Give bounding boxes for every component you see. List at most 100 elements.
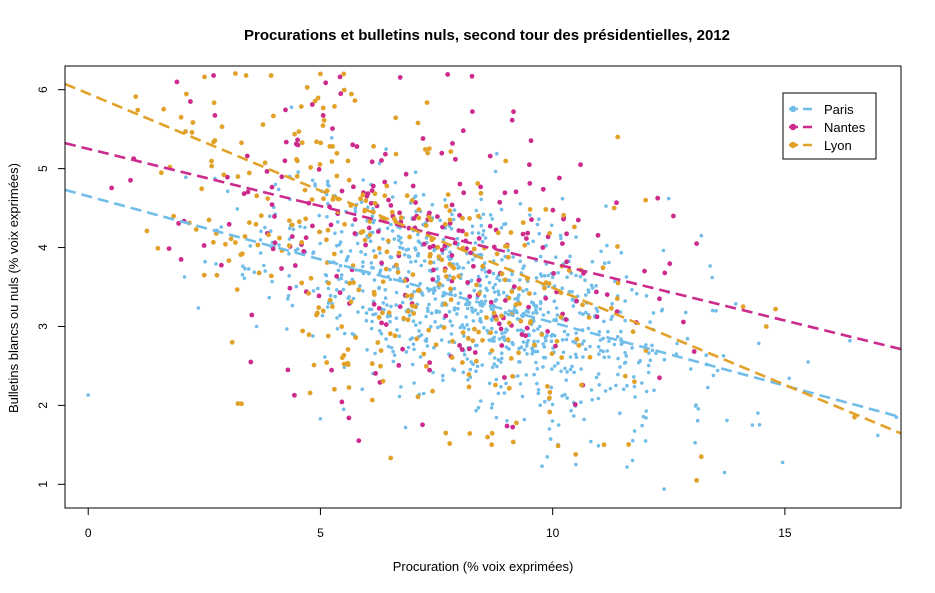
data-point-paris xyxy=(522,417,527,422)
data-point-paris xyxy=(584,310,588,315)
data-point-nantes xyxy=(563,317,569,322)
data-point-paris xyxy=(400,300,405,305)
data-point-lyon xyxy=(242,234,248,239)
data-point-nantes xyxy=(529,217,534,223)
data-point-nantes xyxy=(282,158,288,164)
data-point-paris xyxy=(248,244,253,248)
data-point-paris xyxy=(447,340,452,344)
data-point-lyon xyxy=(219,124,225,130)
data-point-paris xyxy=(631,438,635,443)
data-point-paris xyxy=(448,250,452,254)
data-point-paris xyxy=(263,225,267,230)
data-point-paris xyxy=(538,254,543,259)
data-point-paris xyxy=(780,460,785,465)
data-point-paris xyxy=(451,217,456,222)
data-point-lyon xyxy=(740,304,746,310)
data-point-paris xyxy=(409,260,413,264)
data-point-paris xyxy=(370,214,375,219)
data-point-nantes xyxy=(694,241,699,247)
data-point-lyon xyxy=(416,215,422,221)
data-point-lyon xyxy=(380,279,386,285)
data-point-paris xyxy=(597,383,602,387)
data-point-lyon xyxy=(304,85,310,90)
data-point-nantes xyxy=(397,304,403,310)
data-point-lyon xyxy=(626,442,631,447)
data-point-paris xyxy=(480,363,485,367)
data-point-paris xyxy=(568,254,572,259)
data-point-paris xyxy=(644,409,648,413)
data-point-lyon xyxy=(460,215,465,221)
data-point-nantes xyxy=(379,260,384,266)
data-point-paris xyxy=(525,344,529,348)
data-point-nantes xyxy=(550,207,556,213)
data-point-lyon xyxy=(317,229,322,235)
data-point-paris xyxy=(675,341,679,346)
data-point-lyon xyxy=(254,193,260,199)
data-point-paris xyxy=(494,415,499,420)
data-point-paris xyxy=(446,254,451,259)
data-point-nantes xyxy=(564,259,569,265)
data-point-paris xyxy=(536,388,541,392)
data-point-lyon xyxy=(464,232,469,237)
y-tick-label: 5 xyxy=(36,165,50,172)
data-point-paris xyxy=(597,352,601,356)
data-point-paris xyxy=(750,423,755,427)
data-point-paris xyxy=(385,226,390,231)
data-point-paris xyxy=(518,202,523,206)
data-point-paris xyxy=(393,180,398,185)
data-point-paris xyxy=(384,147,388,151)
data-point-nantes xyxy=(383,322,389,327)
data-point-paris xyxy=(500,351,504,356)
data-point-paris xyxy=(407,313,412,318)
data-point-paris xyxy=(481,229,486,233)
data-point-paris xyxy=(289,105,294,109)
data-point-paris xyxy=(596,443,601,448)
data-point-nantes xyxy=(264,169,270,174)
data-point-lyon xyxy=(694,478,699,483)
data-point-paris xyxy=(476,405,481,410)
data-point-nantes xyxy=(465,280,470,285)
data-point-nantes xyxy=(509,117,515,123)
legend-box xyxy=(782,92,877,160)
data-point-lyon xyxy=(502,277,508,283)
data-point-lyon xyxy=(467,216,472,221)
data-point-lyon xyxy=(531,342,537,348)
data-point-paris xyxy=(609,317,613,322)
data-point-paris xyxy=(436,274,440,279)
data-point-paris xyxy=(581,312,585,317)
data-point-nantes xyxy=(519,332,525,337)
data-point-paris xyxy=(596,372,601,376)
data-point-paris xyxy=(361,260,365,264)
y-tick-label: 3 xyxy=(36,323,50,330)
data-point-paris xyxy=(214,262,218,266)
data-point-nantes xyxy=(421,241,427,247)
data-point-paris xyxy=(326,179,330,184)
data-point-paris xyxy=(535,311,539,315)
data-point-lyon xyxy=(586,315,592,320)
data-point-paris xyxy=(565,275,569,280)
data-point-paris xyxy=(537,231,541,236)
data-point-paris xyxy=(483,270,488,274)
data-point-paris xyxy=(505,419,509,423)
data-point-paris xyxy=(182,275,187,279)
data-point-lyon xyxy=(488,330,493,336)
data-point-paris xyxy=(556,361,560,366)
data-point-paris xyxy=(603,389,608,393)
data-point-nantes xyxy=(427,367,432,373)
data-point-nantes xyxy=(469,73,475,79)
data-point-lyon xyxy=(478,190,484,196)
data-point-lyon xyxy=(260,122,266,127)
data-point-paris xyxy=(552,364,557,368)
data-point-lyon xyxy=(630,329,636,335)
data-point-paris xyxy=(646,363,651,368)
data-point-paris xyxy=(583,278,587,283)
data-point-paris xyxy=(578,311,582,315)
data-point-paris xyxy=(546,273,551,278)
data-point-paris xyxy=(456,301,461,306)
data-point-lyon xyxy=(495,230,501,236)
data-point-paris xyxy=(516,374,520,378)
data-point-paris xyxy=(474,208,479,213)
data-point-lyon xyxy=(442,268,448,274)
data-point-paris xyxy=(601,336,605,341)
